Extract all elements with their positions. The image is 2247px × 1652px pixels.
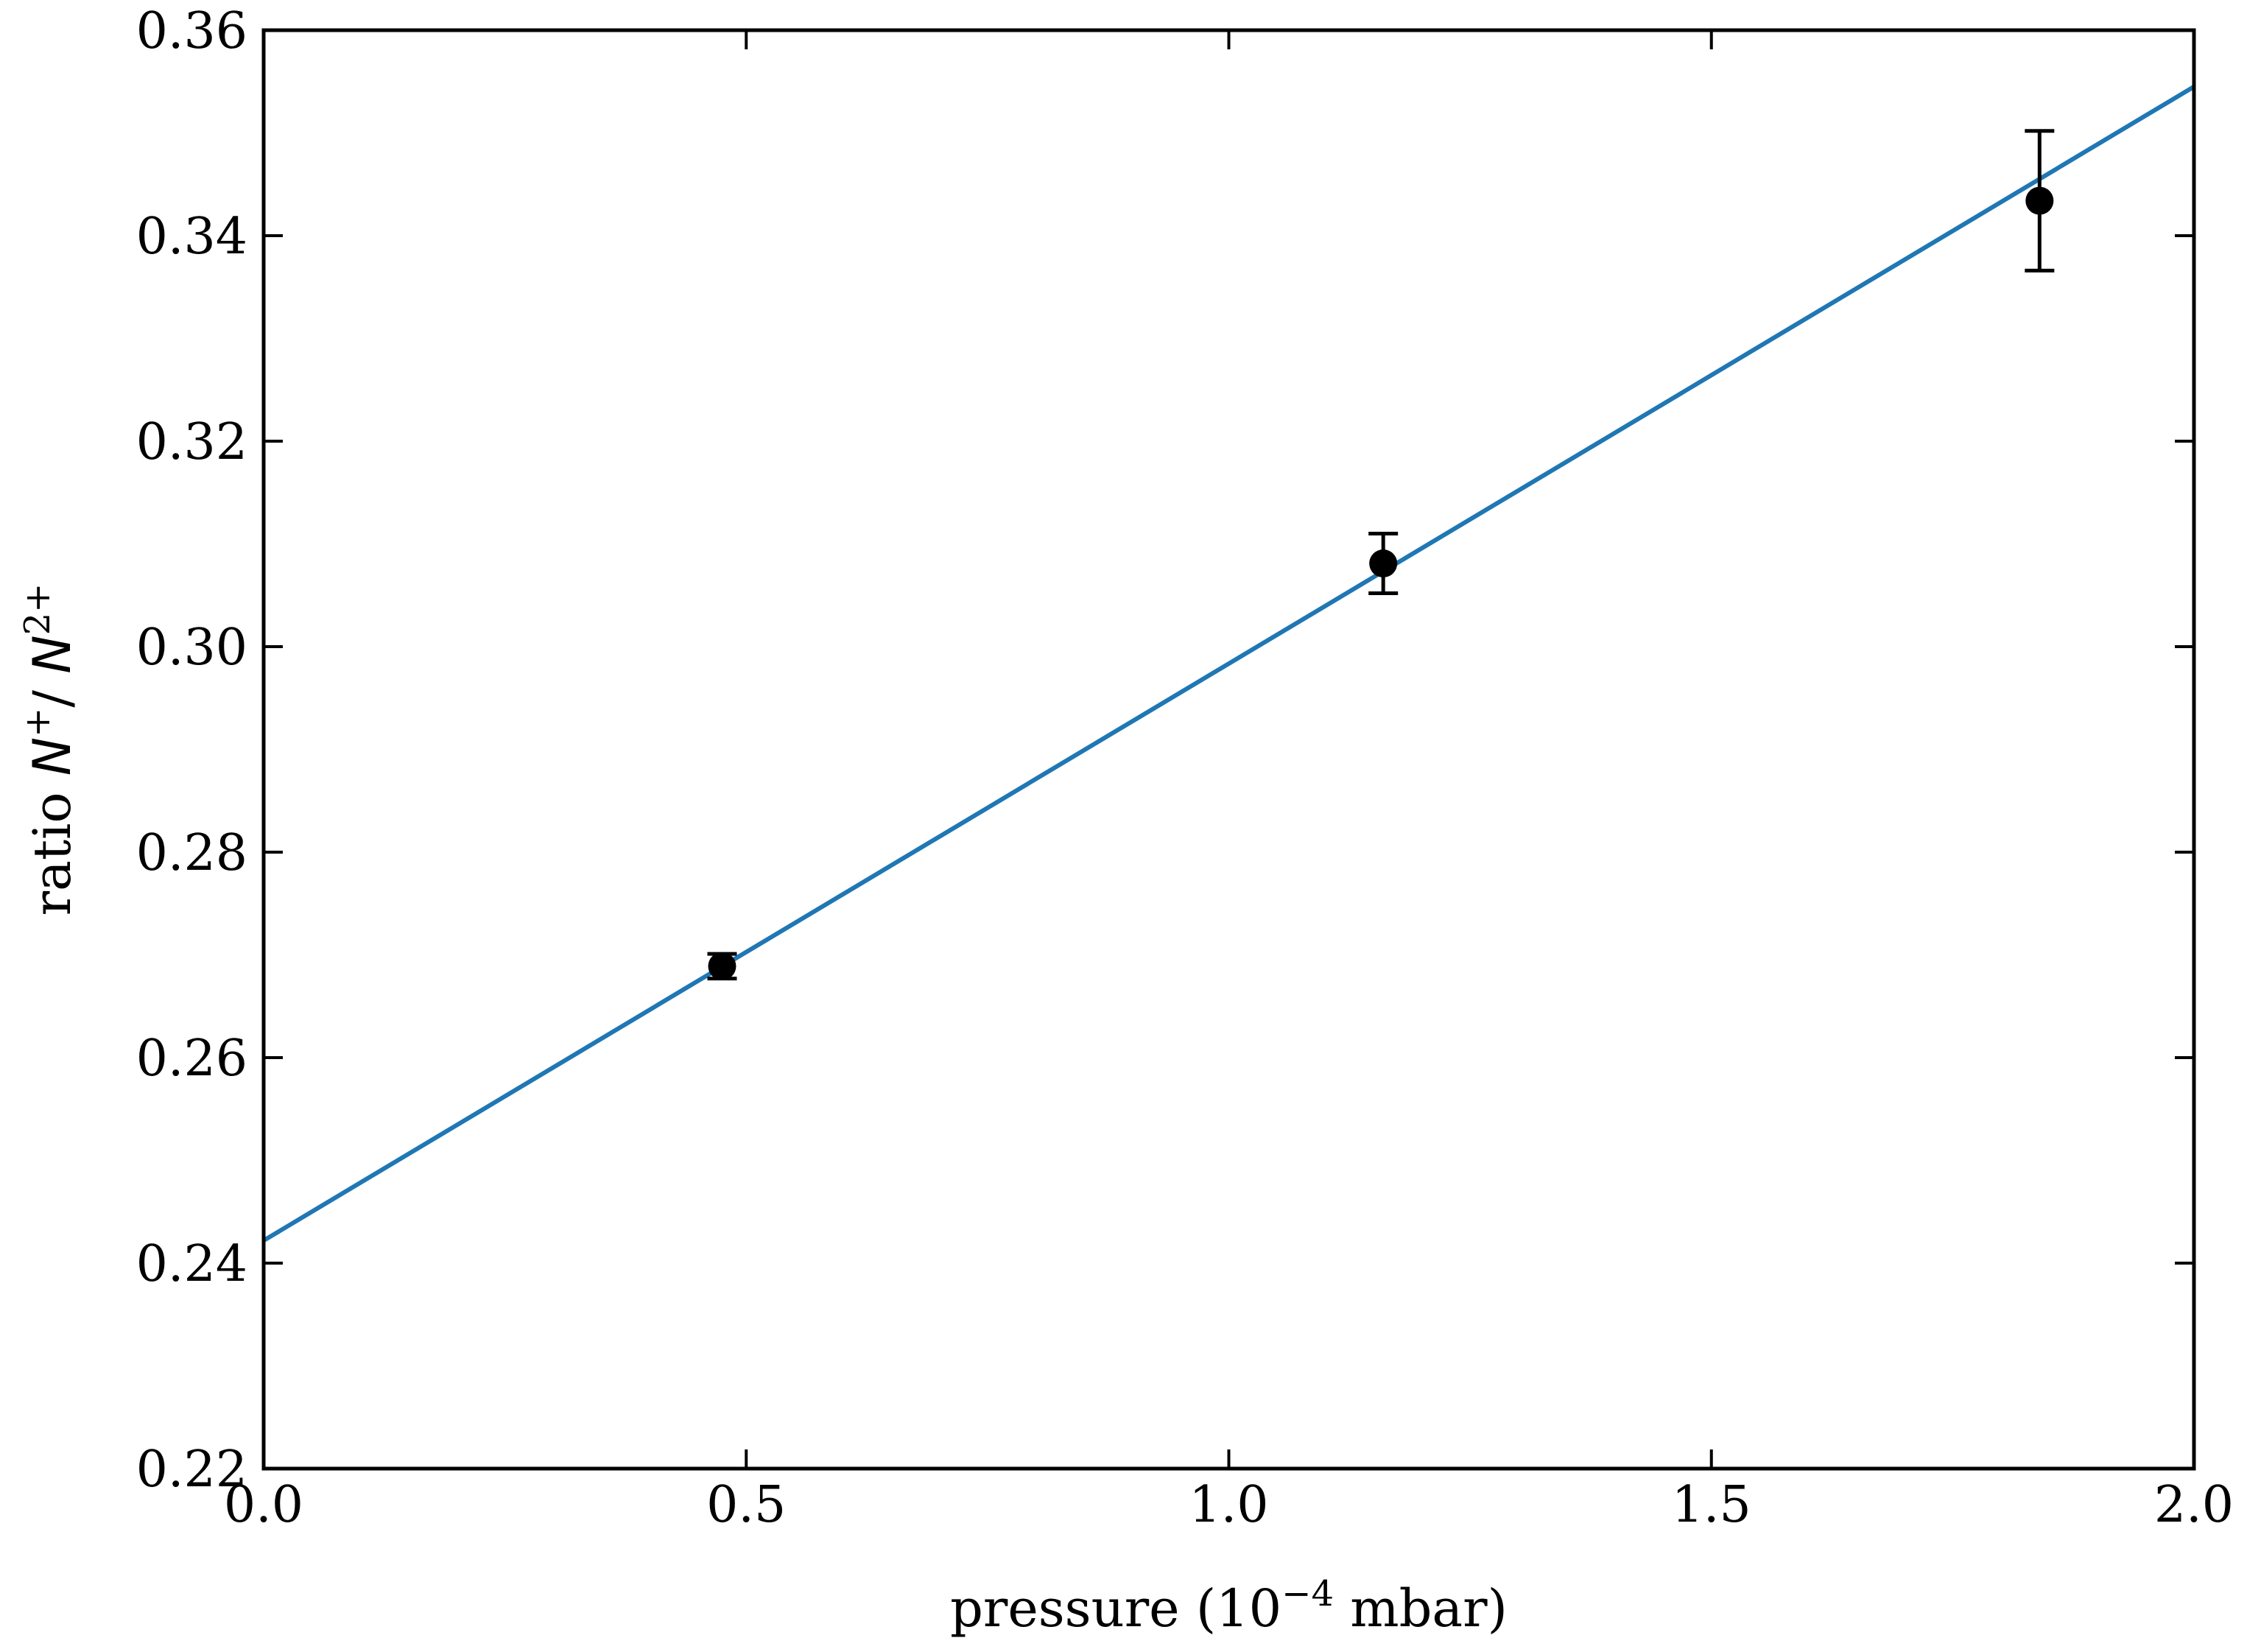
y-axis-title-numerator: N: [22, 737, 82, 776]
y-tick-label: 0.22: [136, 1441, 247, 1499]
y-axis-title-denominator-charge: 2+: [17, 583, 58, 636]
y-tick-label: 0.34: [136, 208, 247, 266]
tick-labels-layer: 0.0 0.5 1.0 1.5 2.0 0.22 0.24 0.26 0.28 0.30 0.32 0…: [136, 2, 2234, 1534]
y-tick-label: 0.32: [136, 413, 247, 471]
x-axis-title-exponent: −4: [1281, 1573, 1334, 1614]
fit-layer: [262, 85, 2195, 1242]
x-tick-label: 2.0: [2154, 1476, 2234, 1534]
y-tick-label: 0.26: [136, 1030, 247, 1088]
x-axis-title: pressure (10−4 mbar): [950, 1573, 1508, 1639]
ticks-layer: [262, 29, 2195, 1470]
y-tick-label: 0.36: [136, 2, 247, 60]
x-tick-label: 0.5: [706, 1476, 786, 1534]
y-axis-title-numerator-charge: +: [17, 708, 58, 737]
y-axis-title-separator: /: [22, 674, 82, 708]
data-point: [2025, 186, 2054, 215]
data-point: [708, 952, 736, 980]
y-tick-label: 0.24: [136, 1235, 247, 1293]
y-tick-label: 0.28: [136, 824, 247, 882]
fit-line: [262, 85, 2195, 1242]
x-tick-label: 0.0: [224, 1476, 303, 1534]
y-tick-label: 0.30: [136, 619, 247, 677]
x-tick-label: 1.5: [1672, 1476, 1751, 1534]
y-axis-title-prefix: ratio: [22, 776, 82, 915]
data-point: [1369, 549, 1398, 578]
data-points-layer: [707, 129, 2055, 981]
x-axis-title-text: pressure (10: [950, 1578, 1281, 1639]
x-tick-label: 1.0: [1189, 1476, 1268, 1534]
y-axis-title-denominator: N: [22, 635, 82, 673]
x-axis-title-unit: mbar): [1334, 1578, 1508, 1639]
y-axis-title: ratio N+/ N2+: [17, 583, 82, 916]
